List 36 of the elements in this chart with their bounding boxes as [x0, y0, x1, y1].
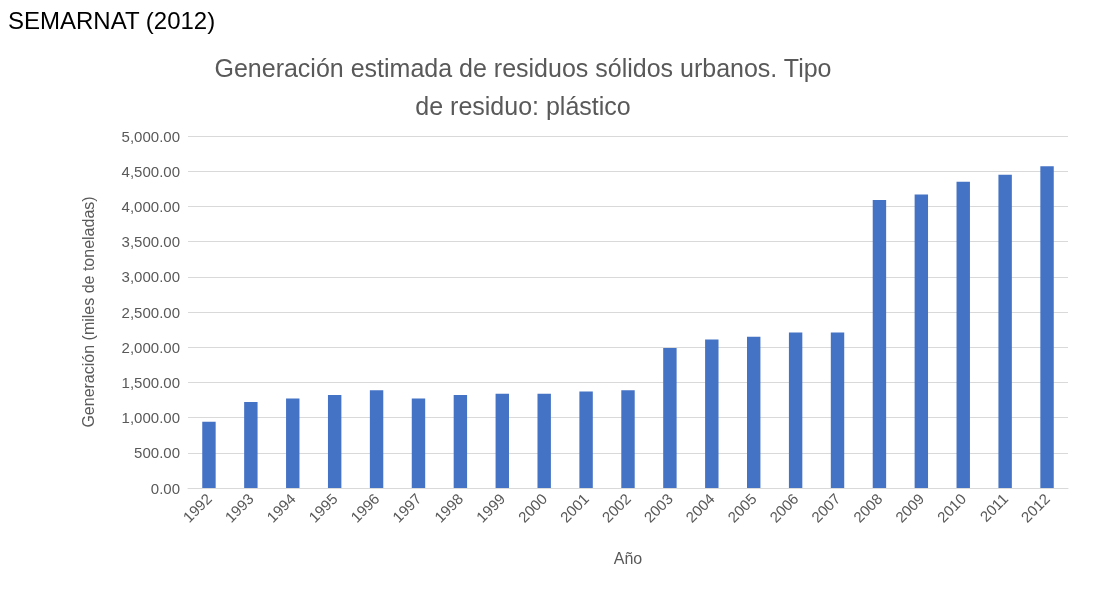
chart-title: Generación estimada de residuos sólidos urbanos. Tipo de residuo: plástico [214, 54, 832, 120]
text: SEMARNAT (2012) [8, 6, 216, 34]
bar [411, 398, 426, 488]
bar [537, 393, 551, 488]
bar [663, 347, 677, 488]
y-tick-label: 500.00 [134, 444, 180, 462]
y-tick-label: 2,000.00 [121, 338, 180, 356]
y-axis-title: Generación (miles de toneladas) [79, 196, 97, 428]
y-tick-label: 3,000.00 [121, 268, 180, 286]
y-tick-label: 1,500.00 [121, 373, 180, 391]
bar [202, 421, 216, 488]
y-tick-label: 1,000.00 [121, 409, 180, 427]
bar [327, 395, 342, 488]
bar [453, 395, 468, 488]
bar [914, 194, 929, 488]
bar [244, 402, 258, 488]
bar [369, 390, 384, 488]
y-tick-label: 3,500.00 [121, 233, 180, 251]
bar [621, 390, 635, 488]
x-axis-title: Año [613, 549, 643, 567]
bar [579, 391, 593, 488]
bar [286, 398, 300, 488]
y-tick-label: 4,500.00 [121, 162, 180, 180]
bar [705, 339, 719, 488]
bar [1040, 166, 1054, 488]
bar [956, 181, 970, 488]
bar [747, 336, 761, 488]
bar [872, 200, 887, 488]
bar [998, 174, 1012, 488]
y-tick-label: 4,000.00 [121, 197, 180, 215]
y-tick-label: 2,500.00 [121, 303, 180, 321]
y-tick-label: 5,000.00 [121, 127, 180, 145]
bar [788, 332, 803, 488]
y-tick-label: 0.00 [150, 479, 180, 497]
bar [495, 393, 509, 488]
bar [830, 332, 845, 488]
